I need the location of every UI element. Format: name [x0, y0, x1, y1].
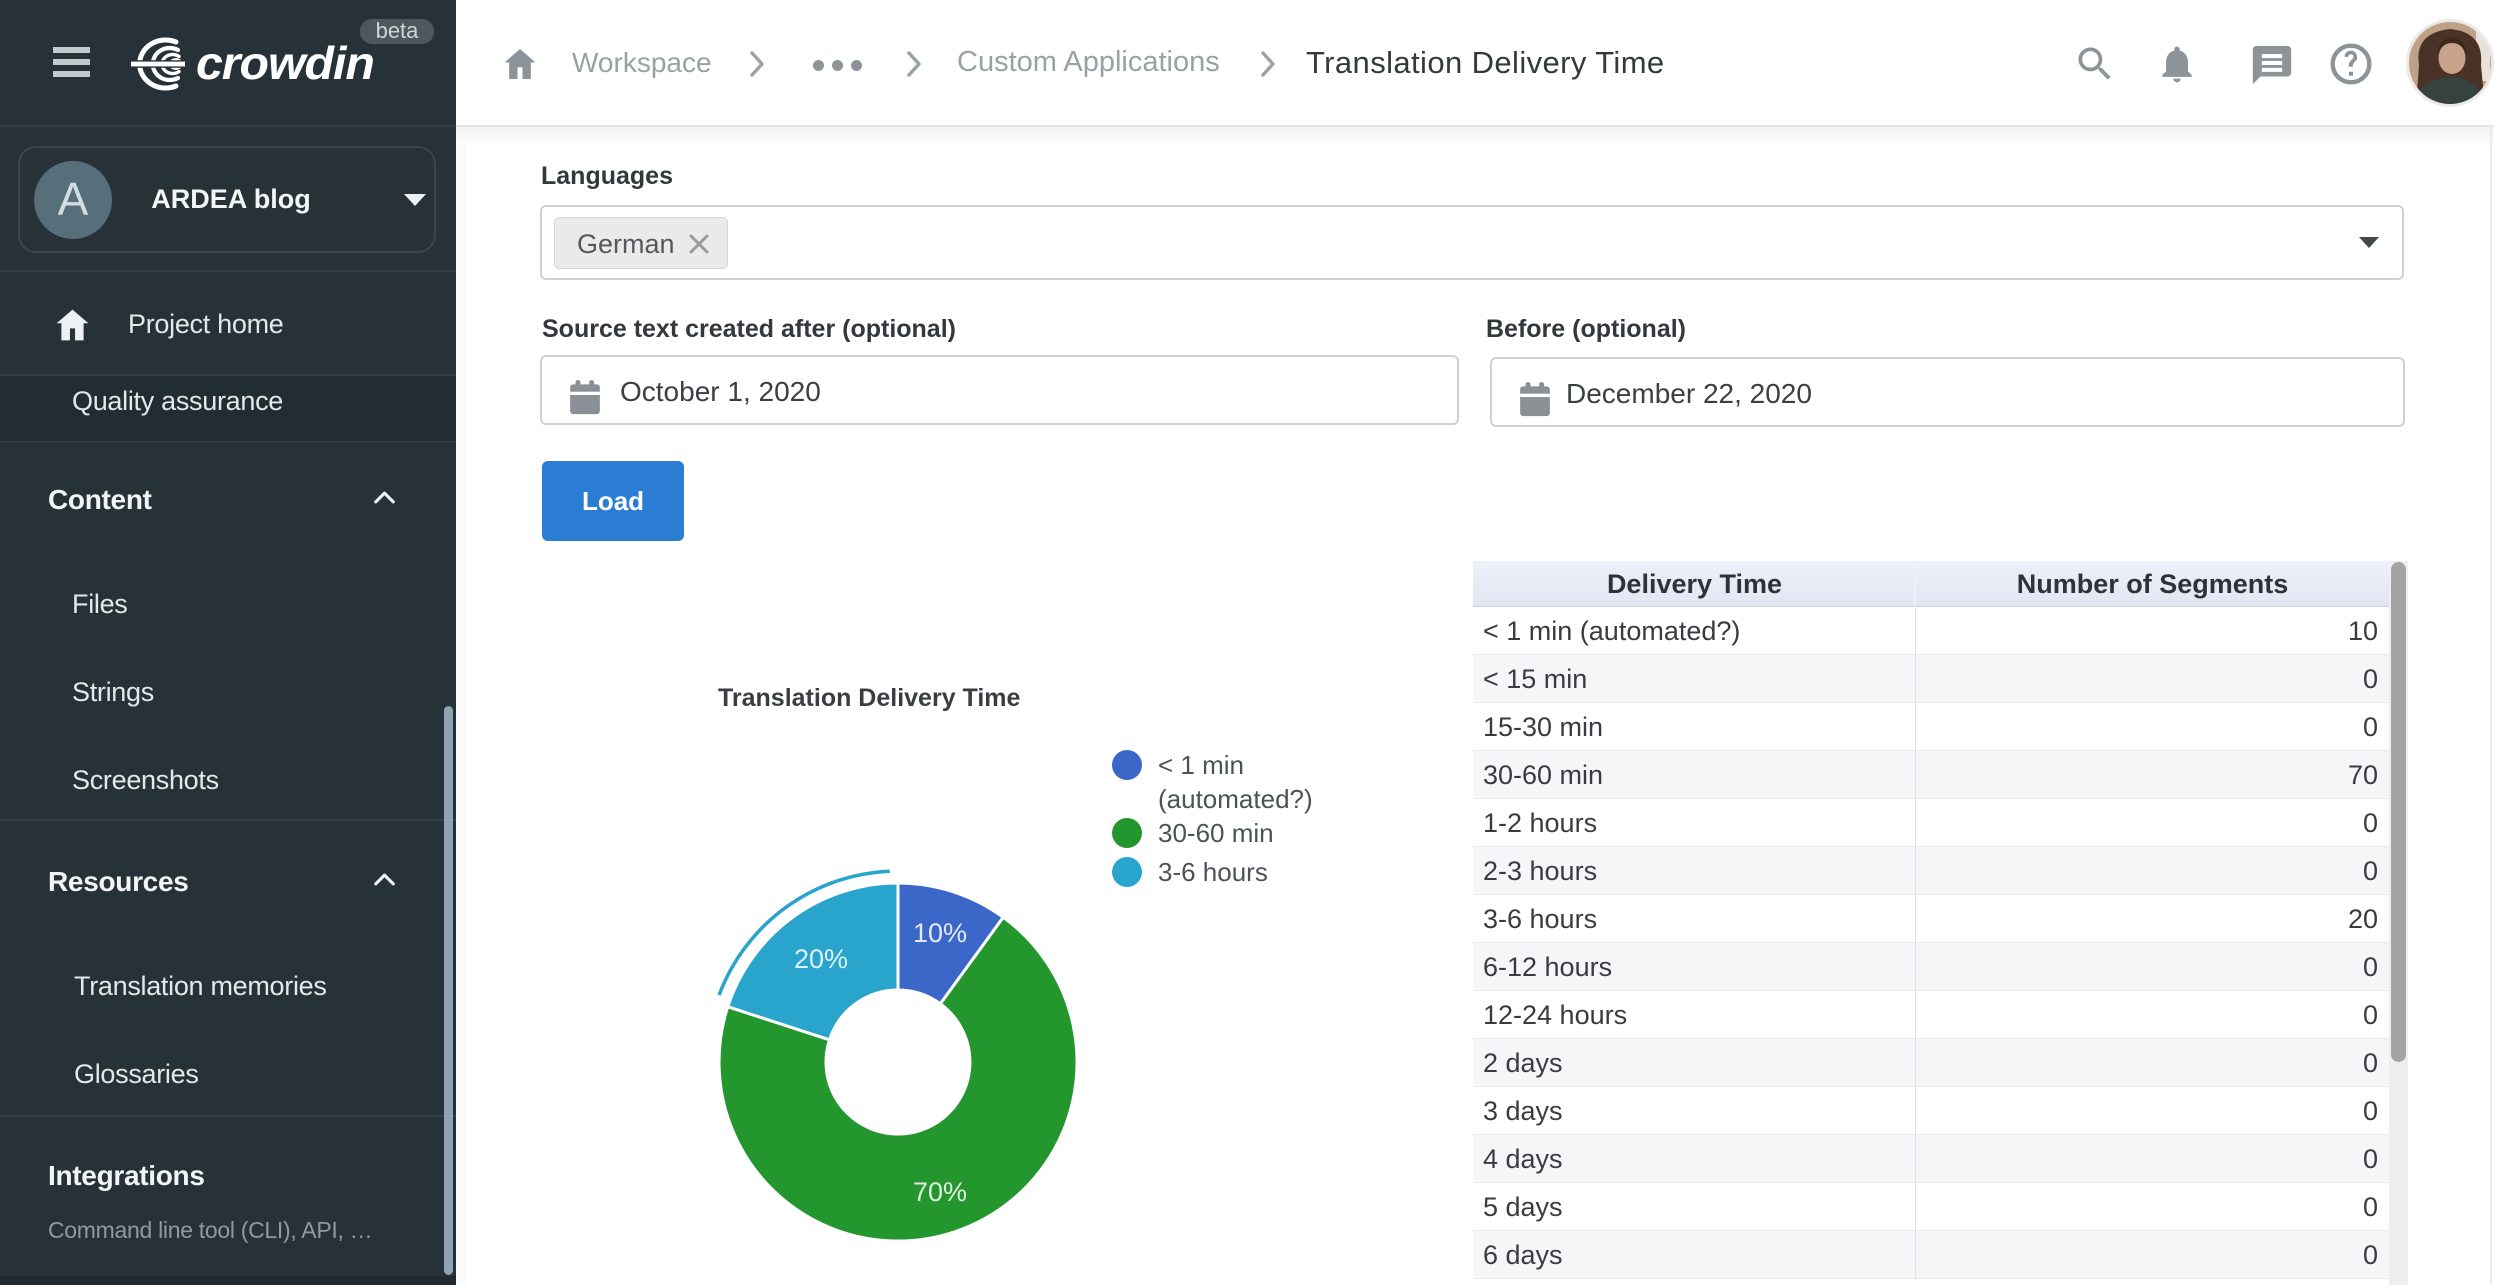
svg-text:10%: 10% — [913, 918, 967, 948]
svg-text:20%: 20% — [794, 944, 848, 974]
svg-text:70%: 70% — [913, 1177, 967, 1207]
